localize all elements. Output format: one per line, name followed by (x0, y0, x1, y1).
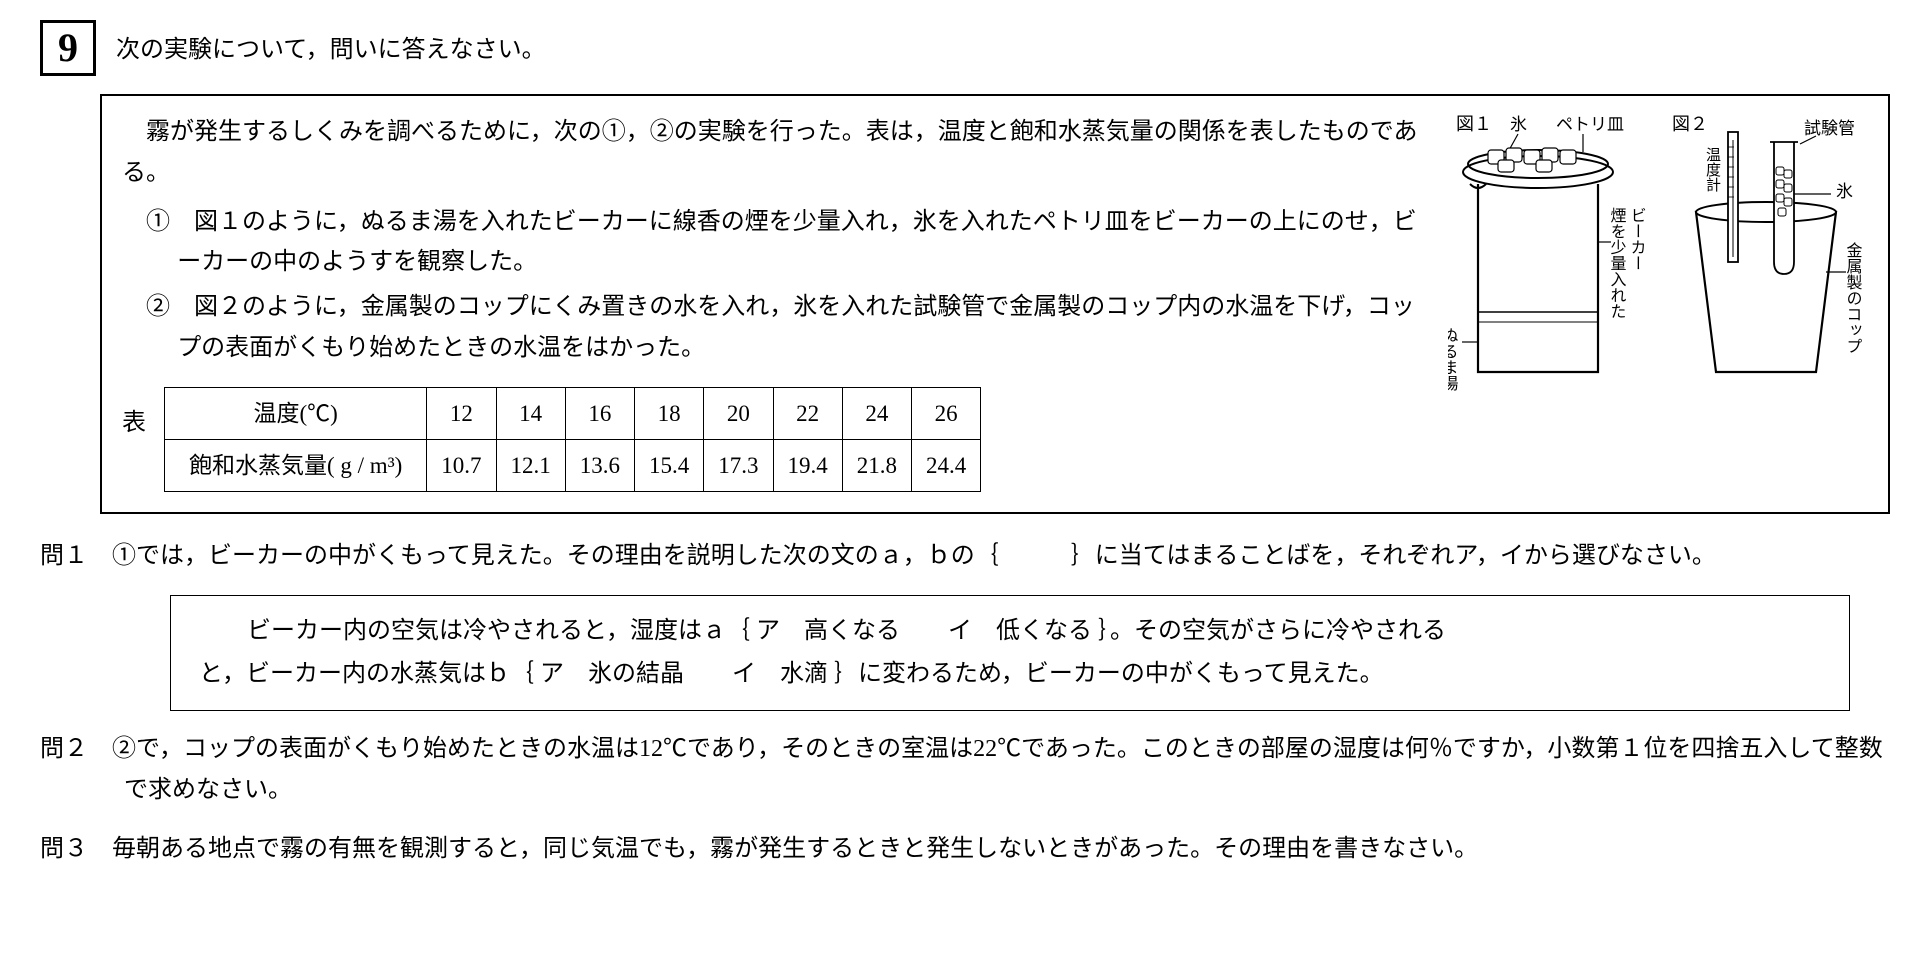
cell: 22 (773, 387, 842, 439)
item2-text: 図２のように，金属製のコップにくみ置きの水を入れ，氷を入れた試験管で金属製のコッ… (177, 294, 1415, 361)
cell: 14 (496, 387, 565, 439)
experiment-item-2: ② 図２のように，金属製のコップにくみ置きの水を入れ，氷を入れた試験管で金属製の… (122, 287, 1430, 369)
table-label: 表 (122, 387, 146, 444)
fig2-ice-label: 氷 (1836, 182, 1853, 201)
cell: 17.3 (704, 439, 773, 491)
question-number-box: 9 (40, 20, 96, 76)
header-temp: 温度(℃) (165, 387, 427, 439)
table-row-sat: 飽和水蒸気量( g / m³) 10.7 12.1 13.6 15.4 17.3… (165, 439, 981, 491)
q1-choice-line1: ビーカー内の空気は冷やされると，湿度はａ｛ ア 高くなる イ 低くなる ｝。その… (199, 610, 1821, 653)
cell: 12.1 (496, 439, 565, 491)
main-prompt: 次の実験について，問いに答えなさい。 (116, 20, 546, 71)
fig1-ice-label: 氷 (1510, 115, 1527, 134)
table-row-temp: 温度(℃) 12 14 16 18 20 22 24 26 (165, 387, 981, 439)
q2-text: ②で，コップの表面がくもり始めたときの水温は12℃であり，そのときの室温は22℃… (112, 736, 1883, 803)
fig2-cup-label: 金属製のコップ (1844, 242, 1863, 354)
cup-icon: 図２ 試験管 氷 温度計 (1666, 112, 1866, 402)
experiment-intro: 霧が発生するしくみを調べるために，次の①，②の実験を行った。表は，温度と飽和水蒸… (122, 112, 1430, 194)
cell: 10.7 (427, 439, 496, 491)
item1-text: 図１のように，ぬるま湯を入れたビーカーに線香の煙を少量入れ，氷を入れたペトリ皿を… (177, 209, 1417, 276)
figure-1: 図１ 氷 ペトリ皿 (1448, 112, 1658, 492)
item1-marker: ① (146, 209, 170, 235)
cell: 15.4 (635, 439, 704, 491)
question-header: 9 次の実験について，問いに答えなさい。 (40, 20, 1890, 76)
q1-label: 問１ (40, 536, 112, 577)
q2-label: 問２ (40, 729, 112, 770)
q3-label: 問３ (40, 829, 112, 870)
item2-marker: ② (146, 294, 170, 320)
cell: 24.4 (912, 439, 981, 491)
figures: 図１ 氷 ペトリ皿 (1448, 112, 1868, 492)
question-1: 問１①では，ビーカーの中がくもって見えた。その理由を説明した次の文のａ，ｂの｛ … (40, 536, 1890, 577)
question-number: 9 (58, 14, 78, 82)
cell: 24 (842, 387, 911, 439)
experiment-text: 霧が発生するしくみを調べるために，次の①，②の実験を行った。表は，温度と飽和水蒸… (122, 112, 1430, 492)
fig2-tube-label: 試験管 (1804, 119, 1855, 138)
question-2: 問２②で，コップの表面がくもり始めたときの水温は12℃であり，そのときの室温は2… (40, 729, 1890, 811)
q1-choice-box: ビーカー内の空気は冷やされると，湿度はａ｛ ア 高くなる イ 低くなる ｝。その… (170, 595, 1850, 711)
cell: 12 (427, 387, 496, 439)
fig2-title: 図２ (1672, 114, 1708, 134)
figure-2: 図２ 試験管 氷 温度計 (1666, 112, 1868, 492)
fig1-smoke-label: 煙を少量入れた (1608, 207, 1627, 319)
fig1-petri-label: ペトリ皿 (1556, 115, 1624, 134)
fig1-title: 図１ (1456, 114, 1492, 134)
q3-text: 毎朝ある地点で霧の有無を観測すると，同じ気温でも，霧が発生するときと発生しないと… (112, 836, 1478, 862)
cell: 18 (635, 387, 704, 439)
experiment-box: 霧が発生するしくみを調べるために，次の①，②の実験を行った。表は，温度と飽和水蒸… (100, 94, 1890, 514)
fig1-water-label: ぬるま湯 (1448, 327, 1459, 392)
q1-choice-line2: と，ビーカー内の水蒸気はｂ｛ ア 氷の結晶 イ 水滴 ｝に変わるため，ビーカーの… (199, 653, 1821, 696)
header-sat: 飽和水蒸気量( g / m³) (165, 439, 427, 491)
fig1-beaker-label: ビーカー (1628, 207, 1646, 271)
experiment-item-1: ① 図１のように，ぬるま湯を入れたビーカーに線香の煙を少量入れ，氷を入れたペトリ… (122, 202, 1430, 284)
q1-text: ①では，ビーカーの中がくもって見えた。その理由を説明した次の文のａ，ｂの｛ ｝に… (112, 543, 1716, 569)
question-3: 問３毎朝ある地点で霧の有無を観測すると，同じ気温でも，霧が発生するときと発生しな… (40, 829, 1890, 870)
fig2-thermo-label: 温度計 (1704, 147, 1721, 192)
cell: 16 (565, 387, 634, 439)
beaker-icon: 図１ 氷 ペトリ皿 (1448, 112, 1658, 402)
cell: 19.4 (773, 439, 842, 491)
saturation-table: 温度(℃) 12 14 16 18 20 22 24 26 飽和水蒸気量( g … (164, 387, 981, 492)
cell: 26 (912, 387, 981, 439)
cell: 20 (704, 387, 773, 439)
cell: 21.8 (842, 439, 911, 491)
cell: 13.6 (565, 439, 634, 491)
table-container: 表 温度(℃) 12 14 16 18 20 22 24 26 飽和水蒸気量 (122, 387, 1430, 492)
